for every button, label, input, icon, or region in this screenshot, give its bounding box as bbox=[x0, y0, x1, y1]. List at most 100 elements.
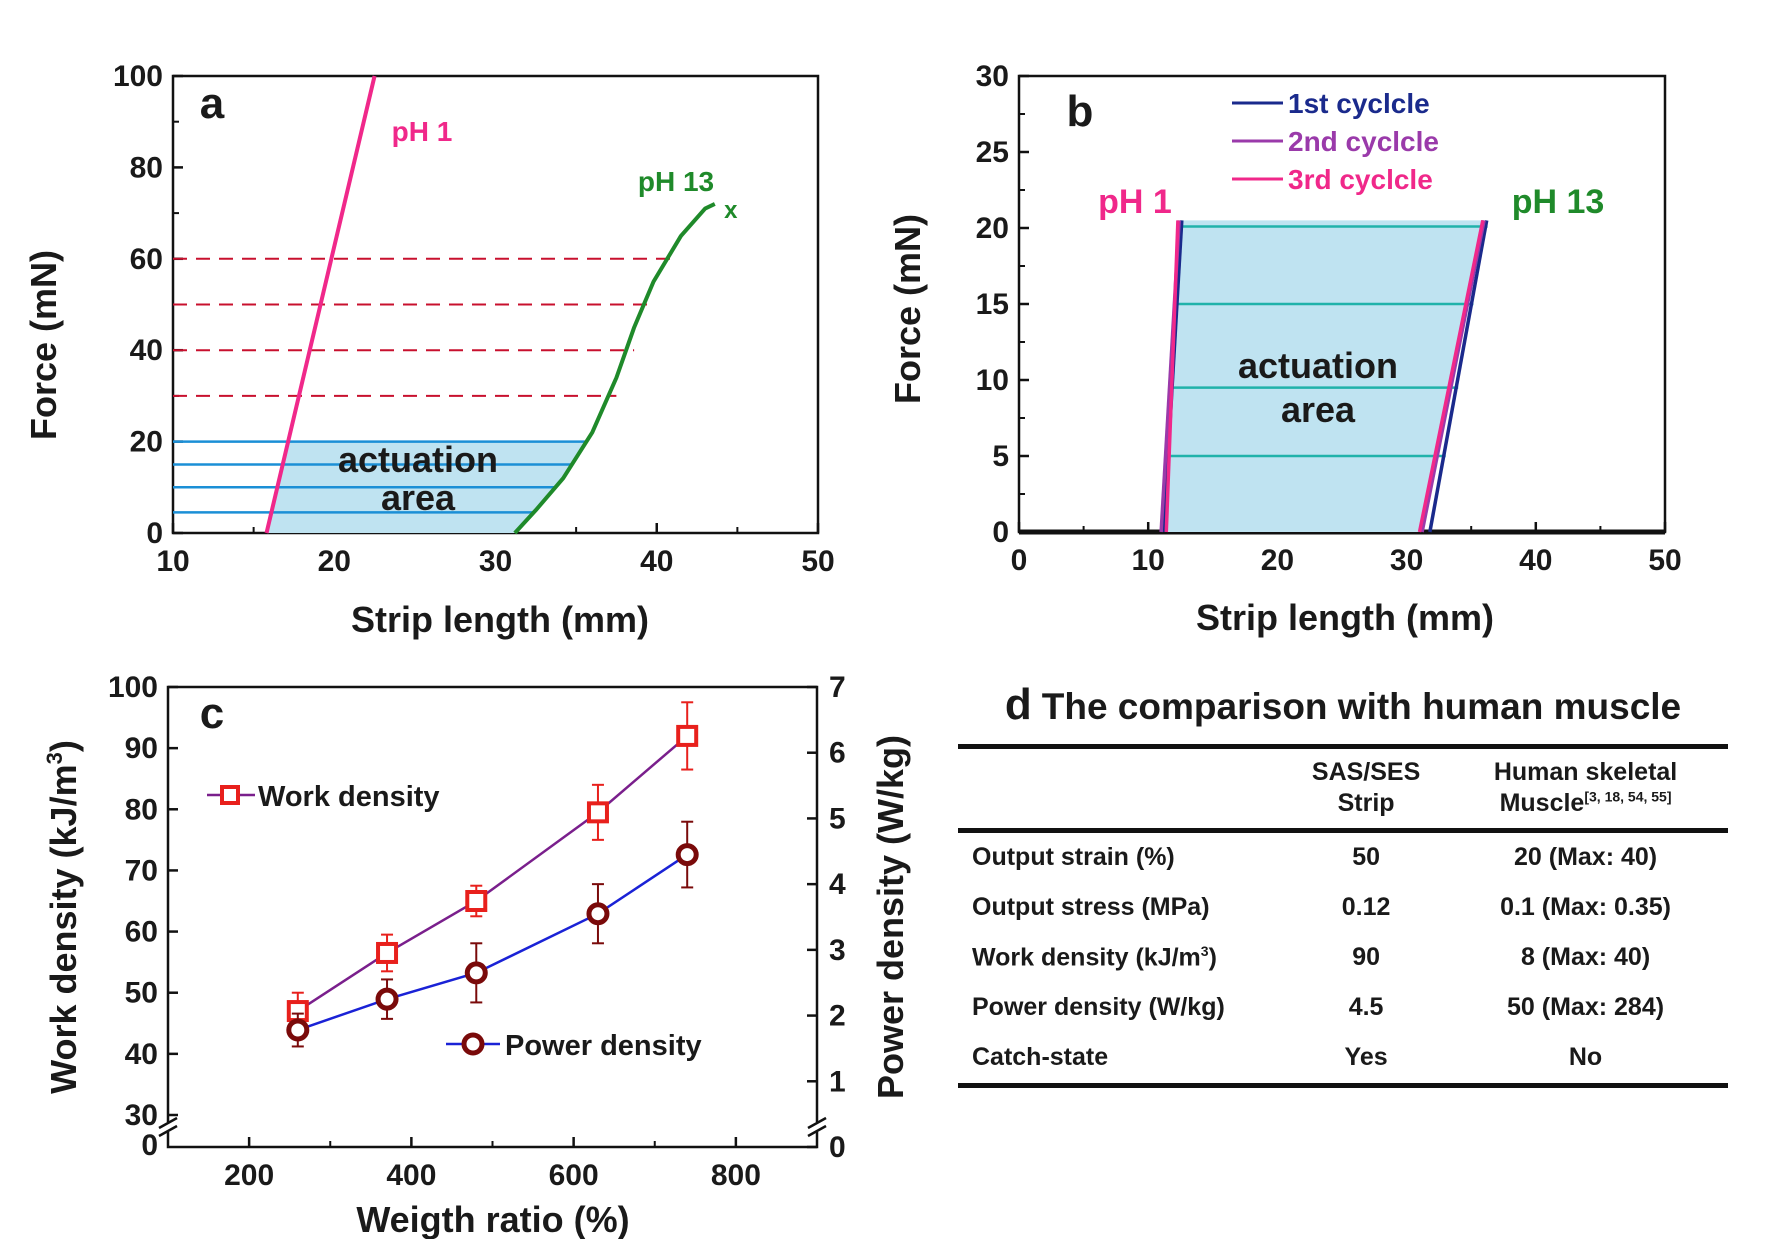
panel-a-x-axis-label: Strip length (mm) bbox=[351, 599, 649, 640]
panel-c-legend-work-label: Work density bbox=[258, 781, 440, 813]
row-label-end: ) bbox=[1208, 943, 1217, 972]
panel-c-y2-tick-label: 5 bbox=[829, 802, 846, 835]
panel-a-ph1-label: pH 1 bbox=[392, 116, 453, 147]
panel-a-y-tick-label: 40 bbox=[130, 334, 163, 367]
panel-b-y-tick-label: 0 bbox=[992, 516, 1009, 549]
panel-c-y2-tick-label: 0 bbox=[829, 1131, 846, 1164]
row-label-main: Work density (kJ/m bbox=[972, 943, 1201, 972]
panel-b-x-tick-label: 30 bbox=[1390, 544, 1423, 577]
panel-b-actuation-area bbox=[1161, 220, 1483, 532]
panel-c-axis-break-mark bbox=[807, 1124, 827, 1138]
panel-c-work-density-marker bbox=[465, 890, 488, 912]
comparison-table: SAS/SES Strip Human skeletal Muscle[3, 1… bbox=[958, 744, 1728, 1088]
panel-a-y-tick-label: 60 bbox=[130, 243, 163, 276]
panel-b-y-tick-label: 30 bbox=[976, 60, 1009, 93]
row-muscle-value: 0.1 (Max: 0.35) bbox=[1500, 893, 1671, 921]
panel-c-y2-tick-label: 2 bbox=[829, 1000, 846, 1033]
panel-c-y-tick-label: 40 bbox=[125, 1038, 158, 1071]
panel-b-x-tick-label: 50 bbox=[1648, 544, 1681, 577]
panel-b-y-axis-label: Force (mN) bbox=[887, 214, 928, 404]
panel-c-axis-break-gap bbox=[809, 1122, 825, 1132]
panel-c-y2-axis-label: Power density (W/kg) bbox=[870, 735, 911, 1099]
panel-c-x-tick-label: 400 bbox=[386, 1159, 436, 1192]
header-strip-line1: SAS/SES bbox=[1311, 758, 1421, 786]
panel-c-y-break-label: 0 bbox=[141, 1129, 158, 1162]
header-muscle: Human skeletal Muscle[3, 18, 54, 55] bbox=[1443, 747, 1728, 831]
table-row: Power density (W/kg) 4.5 50 (Max: 284) bbox=[958, 983, 1728, 1033]
panel-c-power-density-marker bbox=[286, 1018, 310, 1042]
table-title-text: The comparison with human muscle bbox=[1041, 686, 1682, 727]
panel-c-y-tick-label: 60 bbox=[125, 916, 158, 949]
row-label: Power density (W/kg) bbox=[972, 993, 1225, 1021]
panel-c-work-density-line bbox=[297, 734, 689, 1013]
panel-c-y-tick-label: 70 bbox=[125, 854, 158, 887]
row-label-sup: 3 bbox=[1200, 942, 1209, 959]
panel-a-area-label: area bbox=[381, 477, 456, 518]
table-row: Output strain (%) 50 20 (Max: 40) bbox=[958, 830, 1728, 883]
panel-b-legend-label: 1st cyclcle bbox=[1288, 88, 1430, 119]
panel-c-axis-break-gap bbox=[160, 1122, 176, 1132]
header-strip-line2: Strip bbox=[1337, 789, 1395, 818]
panel-a-y-tick-label: 0 bbox=[146, 517, 163, 550]
panel-c-y-tick-label: 100 bbox=[108, 671, 158, 704]
table-row: Work density (kJ/m3) 90 8 (Max: 40) bbox=[958, 933, 1728, 983]
table-row: Output stress (MPa) 0.12 0.1 (Max: 0.35) bbox=[958, 883, 1728, 933]
panel-a-end-marker: x bbox=[724, 197, 738, 224]
panel-c-axis-frame bbox=[166, 685, 819, 1149]
table-row: Catch-state Yes No bbox=[958, 1033, 1728, 1085]
panel-a-x-tick-label: 50 bbox=[801, 545, 834, 578]
panel-c-y2-tick-label: 6 bbox=[829, 737, 846, 770]
panel-a-y-tick-label: 20 bbox=[130, 426, 163, 459]
panel-c-axis-break-mark bbox=[158, 1116, 178, 1130]
panel-a-ph13-line bbox=[513, 202, 716, 535]
panel-c-work-density-marker bbox=[676, 724, 699, 747]
panel-c-y2-tick-label: 7 bbox=[829, 671, 846, 704]
header-strip: SAS/SES Strip bbox=[1289, 747, 1443, 831]
panel-b-area-label: area bbox=[1281, 389, 1356, 430]
panel-c-axis-break-mark bbox=[807, 1116, 827, 1130]
panel-b-legend-label: 3rd cyclcle bbox=[1288, 164, 1433, 195]
panel-b-x-tick-label: 20 bbox=[1261, 544, 1294, 577]
panel-a-x-tick-label: 20 bbox=[318, 545, 351, 578]
row-strip-value: 90 bbox=[1352, 943, 1380, 971]
panel-c-y-tick-label: 30 bbox=[125, 1099, 158, 1132]
panel-a-y-axis-label: Force (mN) bbox=[23, 250, 64, 440]
panel-c-x-axis-label: Weigth ratio (%) bbox=[356, 1199, 629, 1239]
row-strip-value: 0.12 bbox=[1341, 893, 1391, 921]
panel-b-series-line bbox=[1428, 220, 1489, 533]
row-label: Work density (kJ/m3) bbox=[958, 933, 1289, 983]
panel-c-axis-break-mark bbox=[158, 1124, 178, 1138]
panel-c-y-tick-label: 90 bbox=[125, 732, 158, 765]
panel-b-x-tick-label: 40 bbox=[1519, 544, 1552, 577]
panel-c-y-axis-label: Work density (kJ/m3) bbox=[42, 740, 84, 1094]
panel-b-x-tick-label: 0 bbox=[1011, 544, 1028, 577]
panel-c-x-tick-label: 600 bbox=[549, 1159, 599, 1192]
panel-c-y2-tick-label: 1 bbox=[829, 1065, 846, 1098]
header-muscle-refs: [3, 18, 54, 55] bbox=[1584, 788, 1672, 805]
panel-c-y-tick-label: 50 bbox=[125, 977, 158, 1010]
row-muscle-value: 8 (Max: 40) bbox=[1520, 943, 1651, 971]
panel-b-x-tick-label: 10 bbox=[1132, 544, 1165, 577]
panel-c-y-axis-label-main: Work density (kJ/m bbox=[43, 764, 84, 1093]
panel-letter-c: c bbox=[200, 689, 224, 738]
row-label: Catch-state bbox=[972, 1043, 1109, 1071]
row-muscle-value: 50 (Max: 284) bbox=[1507, 993, 1665, 1021]
panel-c-y-axis-label-end: ) bbox=[43, 740, 84, 752]
row-label: Output stress (MPa) bbox=[972, 893, 1210, 921]
panel-c-legend-power-marker bbox=[461, 1032, 485, 1056]
panel-c-power-density-marker bbox=[464, 961, 488, 985]
panel-b-series-line bbox=[1164, 220, 1180, 533]
panel-a-y-tick-label: 80 bbox=[130, 151, 163, 184]
panel-b-y-tick-label: 25 bbox=[976, 136, 1009, 169]
table-header-row: SAS/SES Strip Human skeletal Muscle[3, 1… bbox=[958, 746, 1728, 831]
panel-b-y-tick-label: 5 bbox=[992, 440, 1009, 473]
panel-a-x-tick-label: 30 bbox=[479, 545, 512, 578]
header-empty bbox=[958, 747, 1289, 831]
panel-b-legend-label: 2nd cyclcle bbox=[1288, 126, 1439, 157]
panel-c-y2-tick-label: 4 bbox=[829, 868, 846, 901]
header-muscle-line1: Human skeletal bbox=[1493, 758, 1678, 786]
panel-c-legend-work-marker bbox=[220, 785, 240, 805]
row-label: Output strain (%) bbox=[972, 843, 1175, 871]
row-muscle-value: No bbox=[1568, 1043, 1603, 1071]
